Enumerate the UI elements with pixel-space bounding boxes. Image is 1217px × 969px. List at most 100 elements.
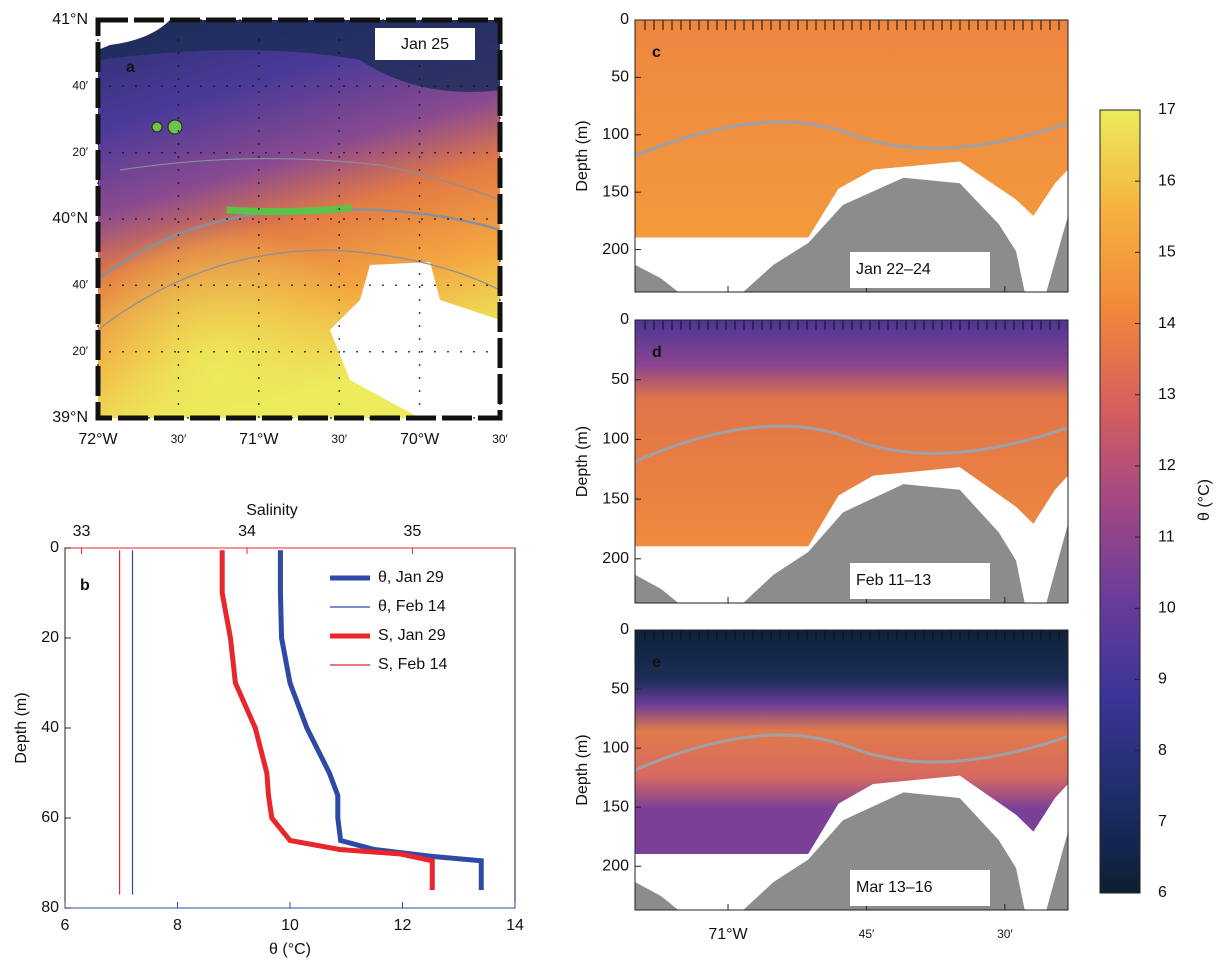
grid-dot xyxy=(97,364,99,366)
grid-dot xyxy=(177,325,180,327)
grid-dot xyxy=(257,104,260,106)
grid-dot xyxy=(257,143,260,145)
grid-dot xyxy=(148,350,150,353)
grid-dot xyxy=(486,151,488,154)
grid-dot xyxy=(317,284,319,287)
isotherm xyxy=(634,733,1069,772)
grid-dot xyxy=(177,52,180,54)
y-axis-label: Depth (m) xyxy=(574,120,591,191)
y-tick-label: 0 xyxy=(620,621,629,638)
x2-tick-label: 34 xyxy=(238,523,256,540)
panel-label: c xyxy=(652,44,661,61)
panel-label: e xyxy=(652,654,661,671)
grid-dot xyxy=(395,350,397,353)
panel-label: d xyxy=(652,344,662,361)
date-box xyxy=(850,563,990,599)
plot-frame xyxy=(634,19,1069,293)
grid-dot xyxy=(257,312,260,314)
grid-dot xyxy=(187,218,189,220)
grid-dot xyxy=(291,350,293,353)
grid-dot xyxy=(187,151,189,154)
grid-dot xyxy=(257,416,260,418)
y-axis-label: Depth (m) xyxy=(13,692,30,763)
grid-dot xyxy=(338,156,341,158)
grid-dot xyxy=(418,312,421,314)
grid-dot xyxy=(499,156,501,158)
grid-dot xyxy=(338,65,341,67)
grid-dot xyxy=(421,284,423,287)
grid-dot xyxy=(418,130,421,132)
grid-dot xyxy=(135,284,137,287)
grid-dot xyxy=(338,338,341,340)
y-tick-label: 20′ xyxy=(72,145,88,159)
grid-dot xyxy=(177,273,180,275)
grid-dot xyxy=(473,218,475,220)
grid-dot xyxy=(418,169,421,171)
x-tick-label: 8 xyxy=(173,917,182,934)
y-axis-label: Depth (m) xyxy=(574,426,591,497)
grid-dot xyxy=(338,273,341,275)
grid-dot xyxy=(257,52,260,54)
grid-dot xyxy=(252,284,254,287)
grid-dot xyxy=(257,377,260,379)
y-tick-label: 40 xyxy=(41,719,59,736)
grid-dot xyxy=(177,104,180,106)
grid-dot xyxy=(343,151,345,154)
grid-dot xyxy=(369,218,371,220)
grid-dot xyxy=(177,221,180,223)
grid-dot xyxy=(382,19,384,21)
grid-dot xyxy=(174,151,176,154)
grid-dot xyxy=(177,39,180,41)
y-tick-label: 80 xyxy=(41,899,59,916)
grid-dot xyxy=(161,151,163,154)
grid-dot xyxy=(338,52,341,54)
y-tick-label: 100 xyxy=(602,126,629,143)
x-tick-label: 6 xyxy=(61,917,70,934)
x-tick-label: 10 xyxy=(281,917,299,934)
grid-dot xyxy=(187,284,189,287)
grid-dot xyxy=(177,195,180,197)
grid-dot xyxy=(338,182,341,184)
grid-dot xyxy=(382,284,384,287)
grid-dot xyxy=(317,151,319,154)
grid-dot xyxy=(239,350,241,353)
grid-dot xyxy=(486,218,488,220)
grid-dot xyxy=(382,85,384,88)
grid-dot xyxy=(460,350,462,353)
x-tick-label: 72°W xyxy=(78,431,118,448)
grid-dot xyxy=(418,234,421,236)
colorbar-tick-label: 6 xyxy=(1158,884,1167,901)
grid-dot xyxy=(109,218,111,220)
grid-dot xyxy=(257,351,260,353)
grid-dot xyxy=(421,151,423,154)
grid-dot xyxy=(135,350,137,353)
x-axis-label: θ (°C) xyxy=(269,941,311,958)
grid-dot xyxy=(97,325,99,327)
grid-dot xyxy=(338,312,341,314)
grid-dot xyxy=(473,417,475,419)
grid-dot xyxy=(148,284,150,287)
grid-dot xyxy=(395,218,397,220)
grid-dot xyxy=(200,19,202,21)
y-tick-label: 50 xyxy=(611,69,629,86)
grid-dot xyxy=(122,350,124,353)
grid-dot xyxy=(265,218,267,220)
grid-dot xyxy=(338,260,341,262)
grid-dot xyxy=(187,350,189,353)
y-tick-label: 20 xyxy=(41,629,59,646)
grid-dot xyxy=(252,151,254,154)
grid-dot xyxy=(257,65,260,67)
grid-dot xyxy=(447,284,449,287)
legend-label: θ, Feb 14 xyxy=(378,598,446,615)
grid-dot xyxy=(460,218,462,220)
grid-dot xyxy=(226,350,228,353)
grid-dot xyxy=(174,350,176,353)
grid-dot xyxy=(343,218,345,220)
grid-dot xyxy=(434,85,436,88)
grid-dot xyxy=(177,78,180,80)
grid-dot xyxy=(434,151,436,154)
grid-dot xyxy=(408,284,410,287)
grid-dot xyxy=(486,350,488,353)
grid-dot xyxy=(486,284,488,287)
y-tick-label: 200 xyxy=(602,550,629,567)
